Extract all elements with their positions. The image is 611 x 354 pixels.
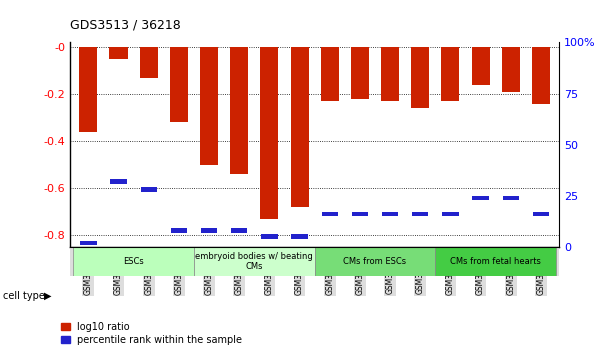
Bar [231,228,247,233]
Bar [73,247,194,276]
Bar [472,196,489,200]
Bar [533,212,549,216]
Bar [321,47,339,101]
Bar [109,47,128,59]
Bar [381,47,399,101]
Bar [291,234,308,239]
Bar [352,212,368,216]
Bar [141,187,157,192]
Bar [436,247,556,276]
Bar [412,212,428,216]
Bar [170,228,187,233]
Bar [290,47,309,207]
Bar [321,212,338,216]
Bar [262,234,277,239]
Bar [79,47,97,132]
Bar [315,247,436,276]
Bar [111,179,126,184]
Text: GDS3513 / 36218: GDS3513 / 36218 [70,19,181,32]
Text: cell type: cell type [3,291,45,301]
Bar [382,212,398,216]
Bar [260,47,279,219]
Text: ▶: ▶ [44,291,51,301]
Bar [140,47,158,78]
Bar [201,228,217,233]
Text: ESCs: ESCs [123,257,144,266]
Text: CMs from fetal hearts: CMs from fetal hearts [450,257,541,266]
Bar [80,241,97,245]
Bar [472,47,489,85]
Legend: log10 ratio, percentile rank within the sample: log10 ratio, percentile rank within the … [60,321,243,346]
Bar [351,47,369,99]
Text: CMs from ESCs: CMs from ESCs [343,257,406,266]
Bar [532,47,550,104]
Bar [170,47,188,122]
Bar [441,47,459,101]
Bar [194,247,315,276]
Text: embryoid bodies w/ beating
CMs: embryoid bodies w/ beating CMs [196,252,313,271]
Bar [442,212,459,216]
Bar [503,196,519,200]
Bar [502,47,520,92]
Bar [411,47,430,108]
Bar [200,47,218,165]
Bar [230,47,248,174]
